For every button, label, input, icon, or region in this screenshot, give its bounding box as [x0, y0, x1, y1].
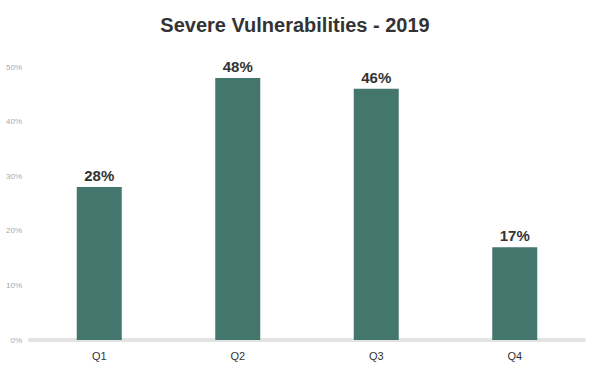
svg-text:20%: 20% [6, 226, 22, 235]
svg-text:10%: 10% [6, 281, 22, 290]
svg-text:46%: 46% [361, 69, 391, 86]
svg-text:Q1: Q1 [92, 350, 107, 362]
svg-text:Severe Vulnerabilities - 2019: Severe Vulnerabilities - 2019 [160, 14, 429, 36]
svg-text:0%: 0% [10, 336, 22, 345]
svg-text:Q2: Q2 [230, 350, 245, 362]
svg-text:40%: 40% [6, 117, 22, 126]
svg-text:Q3: Q3 [369, 350, 384, 362]
svg-text:50%: 50% [6, 63, 22, 72]
svg-text:48%: 48% [223, 58, 253, 75]
svg-text:Q4: Q4 [507, 350, 522, 362]
svg-text:28%: 28% [84, 167, 114, 184]
svg-text:17%: 17% [500, 227, 530, 244]
svg-text:30%: 30% [6, 172, 22, 181]
